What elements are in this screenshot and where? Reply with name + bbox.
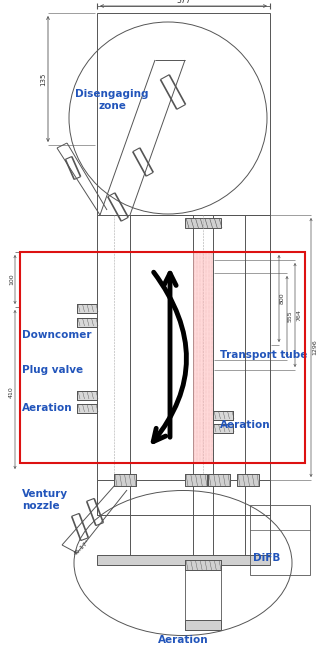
Text: Plug valve: Plug valve xyxy=(22,365,83,375)
Bar xyxy=(114,474,136,486)
Text: Aeration: Aeration xyxy=(22,403,73,413)
Text: Disengaging
zone: Disengaging zone xyxy=(75,89,149,111)
Bar xyxy=(97,13,270,215)
Bar xyxy=(213,411,233,420)
Bar xyxy=(185,218,221,228)
Bar xyxy=(97,480,270,515)
Text: Ventury
nozzle: Ventury nozzle xyxy=(22,489,68,511)
Bar xyxy=(185,474,207,486)
Text: 410: 410 xyxy=(9,386,14,398)
Text: 764: 764 xyxy=(296,309,301,321)
Bar xyxy=(77,391,97,400)
Text: DiFB: DiFB xyxy=(253,553,280,563)
Bar xyxy=(185,560,221,570)
Bar xyxy=(77,318,97,327)
Bar xyxy=(250,505,310,575)
Bar xyxy=(77,304,97,313)
Bar xyxy=(185,474,207,486)
Text: 135: 135 xyxy=(40,72,46,86)
Bar xyxy=(208,474,230,486)
Bar xyxy=(77,404,97,413)
Bar xyxy=(77,404,97,413)
Bar xyxy=(213,411,233,420)
Text: Transport tube: Transport tube xyxy=(220,350,307,360)
Bar xyxy=(77,391,97,400)
Bar xyxy=(213,424,233,433)
Text: Aeration: Aeration xyxy=(220,420,271,430)
Bar xyxy=(114,474,136,486)
Bar xyxy=(237,474,259,486)
Bar xyxy=(185,560,221,570)
Text: 800: 800 xyxy=(280,292,285,304)
Text: Downcomer: Downcomer xyxy=(22,330,92,340)
Bar xyxy=(213,424,233,433)
Text: 377: 377 xyxy=(176,0,191,5)
Bar xyxy=(185,620,221,630)
Bar xyxy=(97,555,270,565)
Bar xyxy=(77,318,97,327)
Bar xyxy=(193,252,213,463)
Text: 100: 100 xyxy=(9,273,14,285)
Bar xyxy=(185,620,221,630)
Bar xyxy=(237,474,259,486)
Text: 555: 555 xyxy=(288,310,293,322)
Text: 1296: 1296 xyxy=(312,339,317,355)
FancyArrowPatch shape xyxy=(153,272,186,442)
Text: 45.17°: 45.17° xyxy=(73,539,91,557)
Bar xyxy=(77,304,97,313)
Bar xyxy=(20,252,305,463)
Text: Aeration: Aeration xyxy=(158,635,208,645)
Bar xyxy=(208,474,230,486)
